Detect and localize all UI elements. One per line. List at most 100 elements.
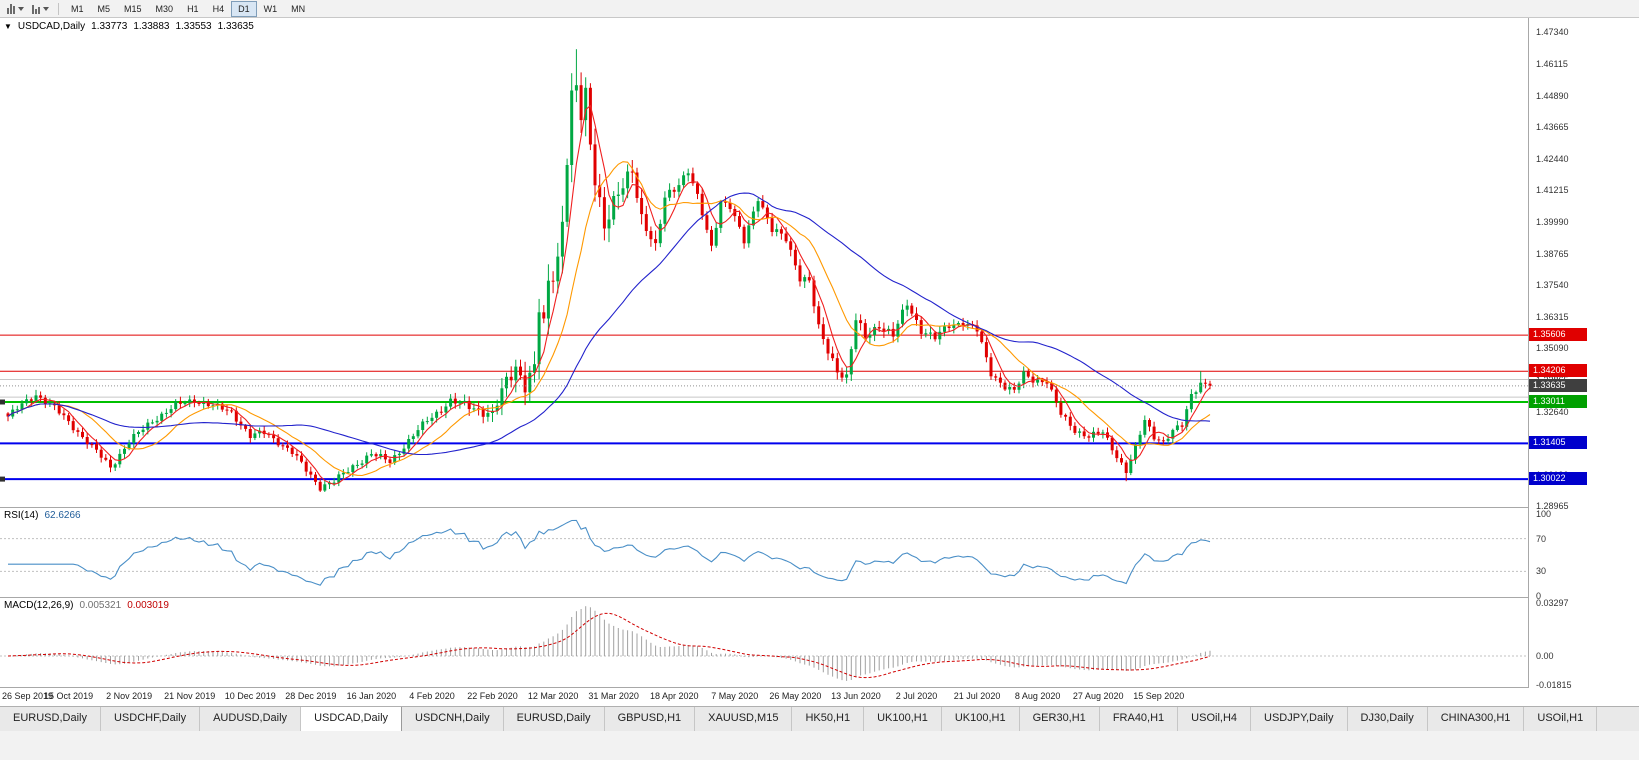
- chart-tab-xauusd-m15[interactable]: XAUUSD,M15: [695, 707, 793, 731]
- price-axis[interactable]: 1.47340 1.46115 1.44890 1.43665 1.42440 1.412…: [1528, 18, 1639, 691]
- timeframe-button-m1[interactable]: M1: [71, 3, 84, 14]
- chart-tab-eurusd-daily[interactable]: EURUSD,Daily: [0, 707, 101, 731]
- price-tick: 1.41215: [1536, 185, 1569, 196]
- chart-tab-eurusd-daily[interactable]: EURUSD,Daily: [504, 707, 605, 731]
- rsi-label: RSI(14): [4, 510, 39, 521]
- one-click-trading-toggle[interactable]: ▼: [4, 22, 12, 31]
- price-tick: 1.39990: [1536, 217, 1569, 227]
- rsi-axis-tick: 100: [1536, 509, 1552, 519]
- chevron-down-icon: [18, 6, 24, 11]
- macd-header: MACD(12,26,9) 0.005321 0.003019: [4, 600, 169, 611]
- chart-window-menu[interactable]: [3, 1, 28, 17]
- time-label: 16 Jan 2020: [346, 691, 397, 701]
- chart-tab-uk100-h1[interactable]: UK100,H1: [864, 707, 942, 731]
- timeframe-button-d1[interactable]: D1: [231, 0, 257, 17]
- time-label: 12 Mar 2020: [527, 691, 579, 701]
- time-label: 13 Jun 2020: [831, 691, 881, 701]
- rsi-axis-tick: 0: [1536, 591, 1542, 601]
- time-label: 31 Mar 2020: [588, 691, 639, 701]
- macd-main-value: 0.005321: [79, 600, 122, 611]
- macd-label: MACD(12,26,9): [4, 600, 74, 611]
- time-axis[interactable]: 26 Sep 2019 15 Oct 2019 2 Nov 2019 21 Nov 2…: [0, 688, 1528, 706]
- time-label: 18 Apr 2020: [649, 691, 699, 701]
- chart-tab-usdcnh-daily[interactable]: USDCNH,Daily: [402, 707, 504, 731]
- time-label: 15 Oct 2019: [44, 691, 94, 701]
- chart-tab-hk50-h1[interactable]: HK50,H1: [792, 707, 865, 731]
- chart-symbol-label: USDCAD,Daily: [17, 21, 86, 32]
- time-label: 21 Nov 2019: [164, 691, 216, 701]
- timeframe-button-m15[interactable]: M15: [124, 3, 142, 14]
- rsi-header: RSI(14) 62.6266: [4, 510, 81, 521]
- chart-tab-ger30-h1[interactable]: GER30,H1: [1020, 707, 1100, 731]
- chart-tab-gbpusd-h1[interactable]: GBPUSD,H1: [605, 707, 696, 731]
- ohlc-high: 1.33883: [133, 21, 170, 32]
- timeframe-button-h1[interactable]: H1: [187, 3, 199, 14]
- macd-axis-tick: -0.01815: [1536, 680, 1572, 691]
- timeframe-button-mn[interactable]: MN: [291, 3, 306, 14]
- panel-divider[interactable]: [0, 597, 1639, 598]
- price-badge: 1.31405: [1529, 436, 1587, 450]
- rsi-value: 62.6266: [44, 510, 81, 521]
- price-tick: 1.36315: [1536, 311, 1569, 322]
- price-tick: 1.44890: [1536, 90, 1569, 101]
- timeframe-button-m5[interactable]: M5: [97, 3, 111, 14]
- chart-header: ▼ USDCAD,Daily 1.33773 1.33883 1.33553 1…: [4, 21, 254, 32]
- chart-tab-dj30-daily[interactable]: DJ30,Daily: [1348, 707, 1428, 731]
- chart-tab-usdchf-daily[interactable]: USDCHF,Daily: [101, 707, 201, 731]
- rsi-panel[interactable]: RSI(14) 62.6266: [0, 508, 1528, 598]
- main-chart-panel[interactable]: ▼ USDCAD,Daily 1.33773 1.33883 1.33553 1…: [0, 18, 1528, 508]
- price-tick: 1.35090: [1536, 343, 1569, 354]
- timeframe-button-w1[interactable]: W1: [263, 3, 278, 14]
- chart-tabs-bar: EURUSD,Daily USDCHF,Daily AUDUSD,Daily USDC…: [0, 706, 1639, 731]
- time-label: 2 Nov 2019: [106, 691, 153, 701]
- rsi-chart: [0, 519, 1528, 586]
- time-label: 21 Jul 2020: [953, 691, 1001, 701]
- timeframe-button-m30[interactable]: M30: [155, 3, 174, 14]
- chart-tab-usdjpy-daily[interactable]: USDJPY,Daily: [1251, 707, 1348, 731]
- price-badge: 1.33635: [1529, 378, 1587, 392]
- chart-tab-usdcad-daily[interactable]: USDCAD,Daily: [301, 707, 403, 731]
- time-label: 22 Feb 2020: [467, 691, 518, 701]
- price-badge: 1.33011: [1529, 395, 1587, 408]
- chart-tab-usoil-h4[interactable]: USOil,H4: [1178, 707, 1252, 731]
- price-tick: 1.28965: [1536, 501, 1569, 512]
- rsi-axis-tick: 30: [1536, 566, 1547, 577]
- price-tick: 1.46115: [1536, 59, 1568, 69]
- rsi-axis-tick: 70: [1536, 533, 1547, 544]
- price-tick: 1.37540: [1536, 280, 1569, 291]
- macd-axis-tick: 0.03297: [1536, 598, 1569, 608]
- candlestick-chart: [0, 49, 1528, 492]
- toolbar-separator: [58, 2, 59, 15]
- price-badge: 1.34206: [1529, 364, 1587, 378]
- time-label: 7 May 2020: [711, 691, 759, 701]
- bar-chart-icon: [32, 4, 40, 14]
- panel-divider: [0, 687, 1639, 688]
- macd-panel[interactable]: MACD(12,26,9) 0.005321 0.003019: [0, 598, 1528, 688]
- time-label: 10 Dec 2019: [224, 691, 276, 701]
- ohlc-close: 1.33635: [217, 21, 254, 32]
- chart-tab-uk100-h1[interactable]: UK100,H1: [942, 707, 1020, 731]
- ohlc-low: 1.33553: [175, 21, 212, 32]
- time-label: 4 Feb 2020: [409, 691, 455, 701]
- panel-divider[interactable]: [0, 507, 1639, 508]
- chart-mode-menu[interactable]: [28, 1, 53, 17]
- ohlc-open: 1.33773: [91, 21, 128, 32]
- chart-tab-china300-h1[interactable]: CHINA300,H1: [1428, 707, 1525, 731]
- chart-tab-usoil-h1[interactable]: USOil,H1: [1524, 707, 1598, 731]
- time-label: 2 Jul 2020: [895, 691, 938, 701]
- timeframe-toolbar: M1 M5 M15 M30 H1 H4 D1 W1 MN: [64, 0, 312, 17]
- macd-axis-tick: 0.00: [1536, 651, 1554, 661]
- price-tick: 1.32640: [1536, 406, 1569, 417]
- price-tick: 1.42440: [1536, 153, 1569, 164]
- time-label: 28 Dec 2019: [285, 691, 337, 701]
- macd-signal-value: 0.003019: [127, 600, 169, 611]
- chart-tab-audusd-daily[interactable]: AUDUSD,Daily: [200, 707, 302, 731]
- chart-tab-fra40-h1[interactable]: FRA40,H1: [1100, 707, 1179, 731]
- time-label: 27 Aug 2020: [1072, 691, 1124, 701]
- price-tick: 1.47340: [1536, 27, 1569, 38]
- chevron-down-icon: [43, 6, 49, 11]
- time-label: 8 Aug 2020: [1014, 691, 1061, 701]
- timeframe-button-h4[interactable]: H4: [212, 3, 225, 14]
- time-label: 26 Sep 2019: [2, 691, 54, 701]
- price-badge: 1.35606: [1529, 328, 1587, 342]
